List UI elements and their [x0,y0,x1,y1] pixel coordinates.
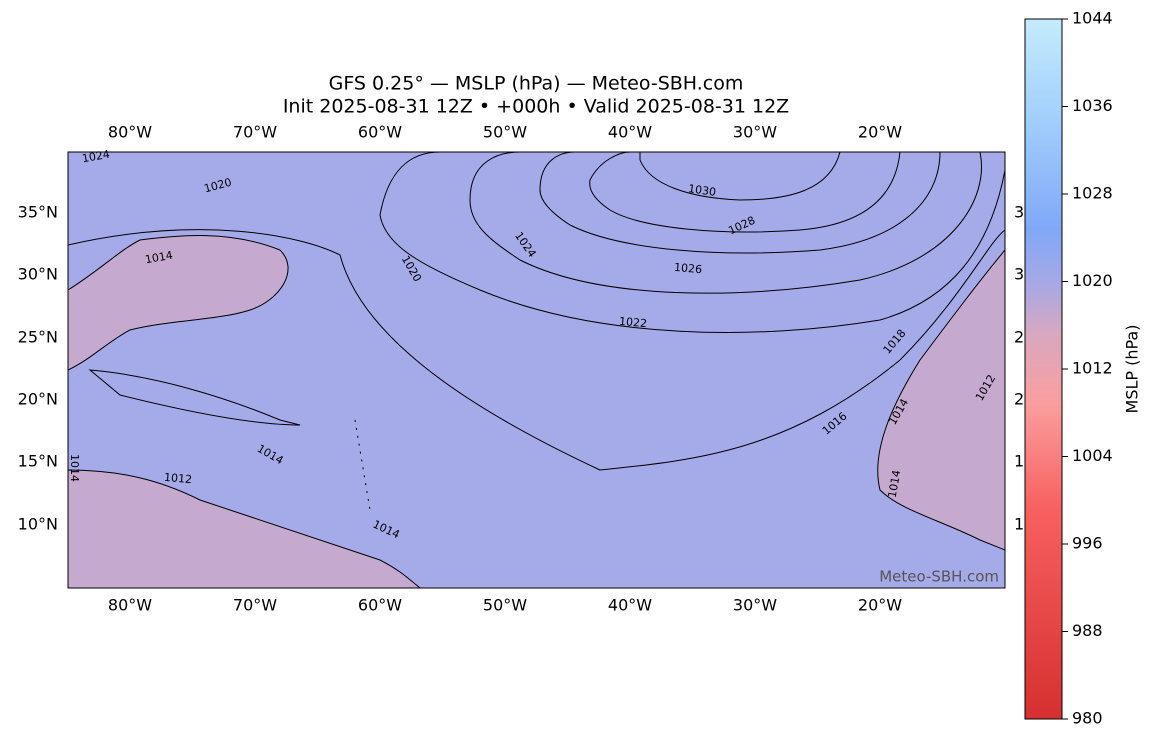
land [68,235,289,371]
watermark: Meteo-SBH.com [879,568,999,586]
lon-label: 70°W [233,596,277,615]
edge-fragment: 3 [1014,203,1024,222]
coastline [88,369,301,426]
contour-label: 1024 [81,148,111,166]
edge-fragment: 3 [1014,265,1024,284]
land [68,469,421,588]
contour-area [68,152,1005,471]
contour-area [639,152,841,201]
lat-label: 35°N [18,203,58,222]
lon-label: 30°W [733,123,777,142]
contour-label: 1030 [687,182,717,199]
lon-label: 40°W [608,123,652,142]
contour-label: 1022 [619,315,648,330]
colorbar [1024,18,1063,720]
colorbar-tick-label: 988 [1072,621,1103,640]
contour-label: 1014 [144,249,174,267]
lat-label: 10°N [18,515,58,534]
colorbar-tick-label: 1028 [1072,184,1113,203]
colorbar-tick-label: 1020 [1072,271,1113,290]
edge-fragment: 1 [1014,515,1024,534]
islands [354,419,371,511]
colorbar-tick-label: 1012 [1072,359,1113,378]
colorbar-tick-label: 1044 [1072,9,1113,28]
land [877,249,1005,551]
lon-label: 40°W [608,596,652,615]
lon-label: 30°W [733,596,777,615]
edge-fragment: 2 [1014,390,1024,409]
colorbar-tick-label: 980 [1072,709,1103,728]
lon-label: 80°W [108,123,152,142]
lon-label: 80°W [108,596,152,615]
contour-label: 1014 [68,454,81,482]
colorbar-tick-label: 1036 [1072,96,1113,115]
lon-label: 20°W [858,123,902,142]
lon-label: 50°W [483,596,527,615]
map-frame [67,151,1006,589]
contour-label: 1026 [674,261,703,276]
lat-label: 20°N [18,390,58,409]
lat-label: 30°N [18,265,58,284]
map [68,152,1005,588]
lat-label: 25°N [18,328,58,347]
lon-label: 20°W [858,596,902,615]
lon-label: 50°W [483,123,527,142]
contour-label: 1014 [886,469,904,499]
title: GFS 0.25° — MSLP (hPa) — Meteo-SBH.com [329,73,744,95]
lon-label: 70°W [233,123,277,142]
lat-label: 15°N [18,452,58,471]
edge-fragment: 2 [1014,328,1024,347]
edge-fragment: 1 [1014,452,1024,471]
lon-label: 60°W [358,123,402,142]
contour-label: 1012 [164,471,193,486]
colorbar-tick-label: 1004 [1072,446,1113,465]
subtitle: Init 2025-08-31 12Z • +000h • Valid 2025… [283,96,789,118]
lon-label: 60°W [358,596,402,615]
colorbar-label: MSLP (hPa) [1123,325,1142,414]
colorbar-tick-label: 996 [1072,534,1103,553]
